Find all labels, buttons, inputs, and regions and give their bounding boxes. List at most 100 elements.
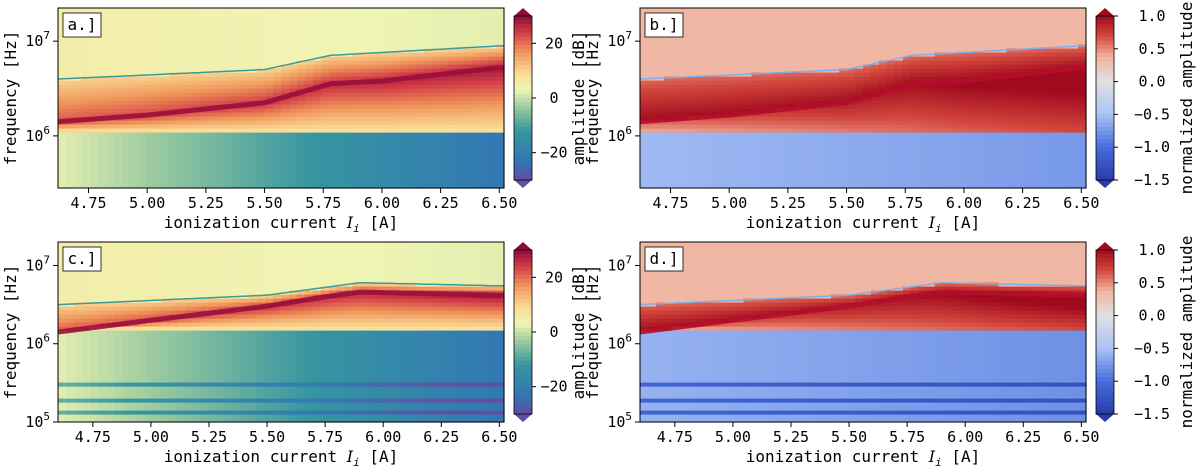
heatmap-cell xyxy=(201,48,210,53)
heatmap-cell xyxy=(1014,176,1023,181)
heatmap-cell xyxy=(440,92,449,97)
heatmap-cell xyxy=(671,72,681,77)
heatmap-cell xyxy=(998,56,1007,61)
heatmap-cell xyxy=(855,112,864,117)
heatmap-cell xyxy=(392,56,402,61)
heatmap-cell xyxy=(1006,32,1015,37)
heatmap-cell xyxy=(847,108,856,113)
heatmap-cell xyxy=(918,16,928,21)
heatmap-cell xyxy=(97,160,107,165)
heatmap-cell xyxy=(233,40,242,45)
heatmap-cell xyxy=(137,108,147,113)
heatmap-cell xyxy=(153,168,163,173)
heatmap-cell xyxy=(352,116,362,121)
heatmap-cell xyxy=(113,160,123,165)
heatmap-cell xyxy=(113,108,123,113)
heatmap-cell xyxy=(121,88,131,93)
heatmap-cell xyxy=(113,20,123,25)
heatmap-cell xyxy=(655,156,665,161)
heatmap-cell xyxy=(384,60,394,65)
heatmap-cell xyxy=(910,156,920,161)
heatmap-cell xyxy=(145,152,155,157)
heatmap-cell xyxy=(958,164,968,169)
heatmap-cell xyxy=(687,164,697,169)
heatmap-cell xyxy=(982,40,992,45)
heatmap-cell xyxy=(416,120,425,125)
heatmap-cell xyxy=(320,68,330,73)
heatmap-cell xyxy=(815,144,824,149)
heatmap-cell xyxy=(942,96,952,101)
heatmap-cell xyxy=(440,40,449,45)
heatmap-cell xyxy=(105,76,115,81)
heatmap-cell xyxy=(655,64,665,69)
heatmap-cell xyxy=(640,64,649,69)
heatmap-cell xyxy=(1014,8,1023,13)
heatmap-cell xyxy=(121,184,131,189)
heatmap-cell xyxy=(233,64,242,69)
heatmap-cell xyxy=(878,180,888,185)
heatmap-cell xyxy=(1038,120,1047,125)
heatmap-cell xyxy=(288,112,298,117)
heatmap-cell xyxy=(807,24,816,29)
heatmap-cell xyxy=(113,60,123,65)
heatmap-cell xyxy=(640,60,649,65)
heatmap-cell xyxy=(934,40,944,45)
heatmap-cell xyxy=(647,96,657,101)
heatmap-cell xyxy=(480,124,489,129)
heatmap-cell xyxy=(344,64,354,69)
heatmap-cell xyxy=(58,72,67,77)
heatmap-cell xyxy=(711,124,721,129)
heatmap-cell xyxy=(480,104,489,109)
heatmap-cell xyxy=(225,8,234,13)
heatmap-cell xyxy=(743,84,753,89)
heatmap-cell xyxy=(982,92,992,97)
heatmap-cell xyxy=(400,160,410,165)
heatmap-cell xyxy=(81,136,91,141)
heatmap-cell xyxy=(1006,140,1015,145)
heatmap-cell xyxy=(815,48,824,53)
heatmap-cell xyxy=(360,180,370,185)
heatmap-cell xyxy=(416,172,425,177)
heatmap-cell xyxy=(344,60,354,65)
heatmap-cell xyxy=(687,64,697,69)
heatmap-cell xyxy=(376,160,386,165)
heatmap-cell xyxy=(129,12,139,17)
heatmap-cell xyxy=(839,180,848,185)
heatmap-cell xyxy=(129,120,139,125)
heatmap-cell xyxy=(719,160,729,165)
heatmap-cell xyxy=(400,108,410,113)
heatmap-cell xyxy=(408,132,417,137)
heatmap-cell xyxy=(456,20,465,25)
heatmap-cell xyxy=(129,16,139,21)
heatmap-cell xyxy=(65,132,75,137)
heatmap-cell xyxy=(910,96,920,101)
heatmap-cell xyxy=(799,156,808,161)
heatmap-cell xyxy=(910,104,920,109)
heatmap-cell xyxy=(265,80,274,85)
heatmap-cell xyxy=(831,160,840,165)
heatmap-cell xyxy=(934,8,944,13)
heatmap-cell xyxy=(177,32,187,37)
heatmap-cell xyxy=(823,24,832,29)
heatmap-cell xyxy=(1030,36,1039,41)
heatmap-cell xyxy=(344,180,354,185)
heatmap-cell xyxy=(464,16,473,21)
heatmap-cell xyxy=(982,164,992,169)
heatmap-cell xyxy=(966,148,976,153)
heatmap-cell xyxy=(400,172,410,177)
heatmap-cell xyxy=(775,124,784,129)
heatmap-cell xyxy=(384,172,394,177)
heatmap-cell xyxy=(655,80,665,85)
heatmap-cell xyxy=(1030,100,1039,105)
heatmap-cell xyxy=(839,60,848,65)
heatmap-cell xyxy=(113,112,123,117)
heatmap-cell xyxy=(129,172,139,177)
heatmap-cell xyxy=(998,36,1007,41)
heatmap-cell xyxy=(352,144,362,149)
heatmap-cell xyxy=(129,128,139,133)
heatmap-cell xyxy=(58,140,67,145)
heatmap-cell xyxy=(209,128,218,133)
heatmap-cell xyxy=(225,92,234,97)
heatmap-cell xyxy=(360,160,370,165)
heatmap-cell xyxy=(847,104,856,109)
